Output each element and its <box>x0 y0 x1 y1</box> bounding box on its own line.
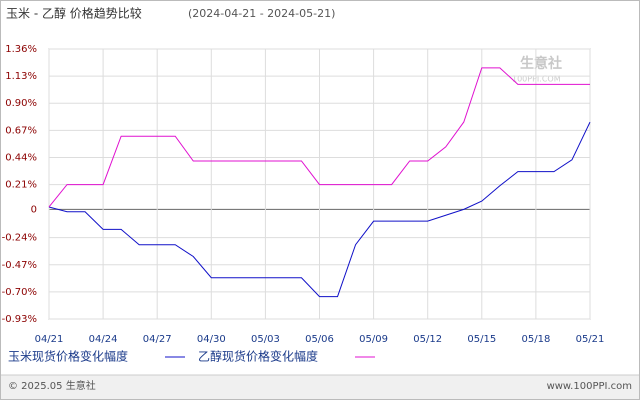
watermark: 生意社 <box>520 55 562 72</box>
y-tick-label: -0.70% <box>2 287 37 298</box>
y-tick-label: -0.47% <box>2 260 37 271</box>
y-tick-label: -0.24% <box>2 233 37 244</box>
y-tick-label: 0.67% <box>5 125 37 136</box>
x-tick-label: 04/21 <box>35 334 64 345</box>
x-tick-label: 04/24 <box>89 334 118 345</box>
y-tick-label: 1.13% <box>5 71 37 82</box>
footer-right: www.100PPI.com <box>547 381 632 392</box>
x-tick-label: 05/15 <box>467 334 496 345</box>
x-tick-label: 05/12 <box>413 334 442 345</box>
series-line <box>48 121 591 298</box>
chart-subtitle: (2024-04-21 - 2024-05-21) <box>188 7 335 20</box>
x-tick-label: 05/18 <box>521 334 550 345</box>
legend-label: 玉米现货价格变化幅度 <box>8 349 128 364</box>
chart-title: 玉米 - 乙醇 价格趋势比较 <box>6 6 142 21</box>
y-tick-label: 0.90% <box>5 98 37 109</box>
x-tick-label: 05/21 <box>576 334 605 345</box>
x-tick-label: 05/06 <box>305 334 334 345</box>
series-line <box>48 67 590 208</box>
footer-bar <box>1 375 639 399</box>
x-tick-label: 05/03 <box>251 334 280 345</box>
x-tick-label: 04/30 <box>197 334 226 345</box>
y-tick-label: 0.44% <box>5 152 37 163</box>
y-tick-label: 1.36% <box>5 44 37 55</box>
x-tick-label: 04/27 <box>143 334 172 345</box>
y-tick-label: 0.21% <box>5 180 37 191</box>
footer-left: © 2025.05 生意社 <box>8 379 96 392</box>
x-tick-label: 05/09 <box>359 334 388 345</box>
y-tick-label: 0 <box>31 204 37 215</box>
legend-label: 乙醇现货价格变化幅度 <box>198 349 318 364</box>
y-tick-label: -0.93% <box>2 314 37 325</box>
